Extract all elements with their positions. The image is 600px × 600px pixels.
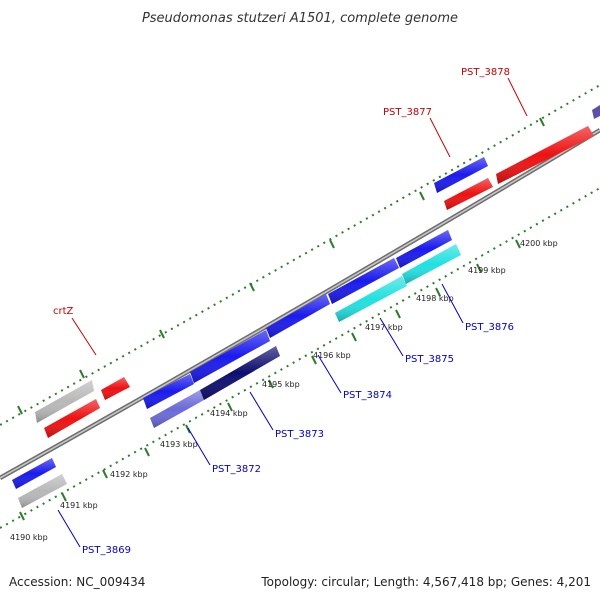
cds-feature — [190, 330, 270, 383]
cds-feature — [396, 230, 452, 268]
cds-features — [12, 105, 600, 508]
gene-label-PST_3877: PST_3877 — [383, 107, 432, 118]
cds-feature — [150, 390, 204, 428]
gene-label-PST_3869: PST_3869 — [82, 545, 131, 556]
reverse-gene-labels: PST_3869 PST_3872 PST_3873 PST_3874 PST_… — [57, 283, 514, 556]
kbp-label: 4199 kbp — [468, 266, 506, 275]
cds-feature — [266, 294, 330, 338]
kbp-label: 4192 kbp — [110, 470, 148, 479]
genome-summary-text: Topology: circular; Length: 4,567,418 bp… — [260, 575, 591, 589]
cds-feature — [18, 474, 67, 508]
kbp-label: 4198 kbp — [416, 294, 454, 303]
cds-feature — [434, 157, 488, 193]
gene-label-PST_3878: PST_3878 — [461, 67, 510, 78]
kbp-label: 4196 kbp — [313, 351, 351, 360]
kbp-label: 4200 kbp — [520, 239, 558, 248]
outer-tick-track — [0, 84, 600, 426]
inner-major-ticks — [19, 239, 521, 521]
accession-text: Accession: NC_009434 — [9, 575, 145, 589]
forward-gene-labels: crtZ PST_3877 PST_3878 — [53, 67, 528, 356]
cds-feature — [402, 244, 461, 284]
cds-feature — [12, 458, 56, 489]
cds-feature — [35, 380, 94, 423]
kbp-label: 4197 kbp — [365, 323, 403, 332]
gene-label-PST_3873: PST_3873 — [275, 429, 324, 440]
cds-feature — [44, 399, 100, 438]
kbp-labels: 4190 kbp 4191 kbp 4192 kbp 4193 kbp 4194… — [10, 239, 558, 542]
kbp-label: 4190 kbp — [10, 533, 48, 542]
kbp-label: 4191 kbp — [60, 501, 98, 510]
cds-feature — [496, 126, 594, 184]
cds-feature — [335, 276, 407, 322]
kbp-label: 4193 kbp — [160, 440, 198, 449]
cds-feature — [592, 105, 600, 119]
cds-feature — [444, 178, 493, 210]
gene-label-PST_3872: PST_3872 — [212, 464, 261, 475]
gene-label-PST_3876: PST_3876 — [465, 322, 514, 333]
gene-label-crtZ: crtZ — [53, 306, 74, 317]
gene-label-PST_3875: PST_3875 — [405, 354, 454, 365]
outer-major-ticks — [17, 117, 545, 415]
gene-label-PST_3874: PST_3874 — [343, 390, 392, 401]
kbp-label: 4194 kbp — [210, 409, 248, 418]
cds-feature — [200, 346, 280, 400]
cds-feature — [328, 258, 399, 304]
map-title: Pseudomonas stutzeri A1501, complete gen… — [142, 11, 458, 26]
cds-feature — [101, 377, 130, 400]
genome-backbone — [0, 128, 600, 480]
inner-tick-track — [0, 187, 600, 529]
kbp-label: 4195 kbp — [262, 380, 300, 389]
cds-feature — [143, 374, 194, 409]
